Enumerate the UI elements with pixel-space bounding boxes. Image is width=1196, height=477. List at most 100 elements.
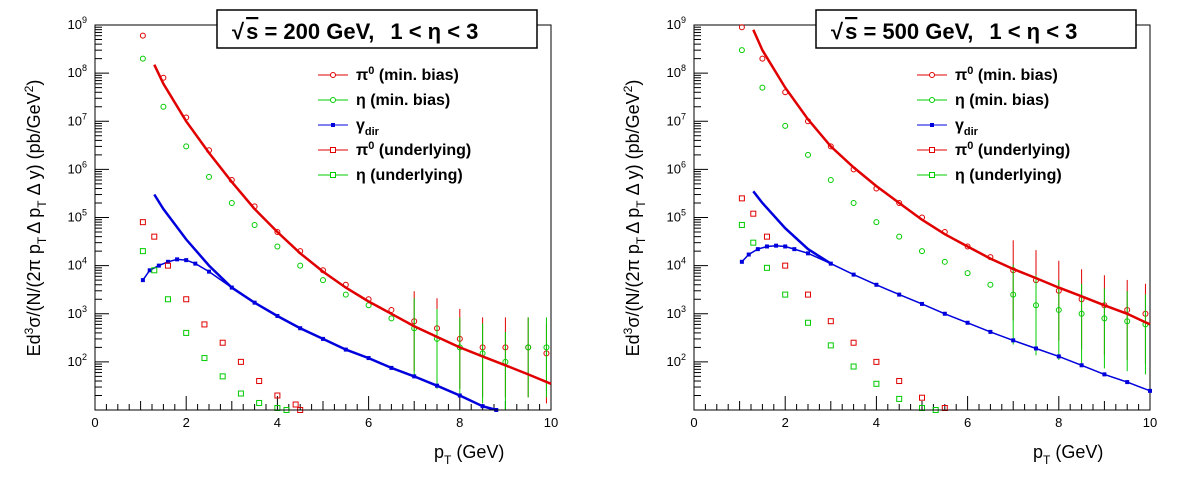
data-point bbox=[1101, 315, 1108, 322]
y-tick-label: 104 bbox=[68, 256, 87, 273]
data-point bbox=[792, 247, 797, 252]
data-point bbox=[874, 282, 879, 287]
x-axis-label: pT (GeV) bbox=[1033, 442, 1103, 467]
data-point bbox=[140, 278, 145, 283]
data-point bbox=[827, 177, 834, 184]
data-point bbox=[750, 210, 757, 217]
x-tick-label: 10 bbox=[1143, 415, 1157, 430]
data-point bbox=[139, 55, 146, 62]
data-point bbox=[782, 262, 789, 269]
legend-label: η (underlying) bbox=[955, 167, 1062, 184]
series-line bbox=[752, 190, 832, 265]
data-point bbox=[941, 258, 948, 265]
data-point bbox=[183, 143, 190, 150]
series-line bbox=[153, 64, 552, 385]
data-point bbox=[774, 243, 779, 248]
data-point bbox=[297, 262, 304, 269]
data-point bbox=[764, 244, 769, 249]
y-tick-label: 105 bbox=[68, 208, 87, 225]
data-point bbox=[827, 318, 834, 325]
data-point bbox=[292, 401, 299, 408]
data-point bbox=[873, 219, 880, 226]
legend-marker bbox=[330, 172, 336, 178]
data-point bbox=[1102, 372, 1107, 377]
legend-marker bbox=[330, 147, 336, 153]
title-text: √s = 200 GeV, 1 < η < 3 bbox=[232, 19, 478, 44]
data-point bbox=[896, 233, 903, 240]
y-tick-label: 109 bbox=[68, 15, 87, 32]
data-point bbox=[873, 358, 880, 365]
data-point bbox=[201, 355, 208, 362]
data-point bbox=[525, 344, 532, 351]
data-point bbox=[183, 296, 190, 303]
y-tick-label: 103 bbox=[68, 304, 87, 321]
y-tick-label: 107 bbox=[667, 111, 686, 128]
data-point bbox=[342, 291, 349, 298]
data-point bbox=[183, 329, 190, 336]
data-point bbox=[965, 320, 970, 325]
legend-label: π0 (min. bias) bbox=[955, 65, 1058, 84]
legend-marker bbox=[929, 172, 935, 178]
data-point bbox=[738, 195, 745, 202]
data-point bbox=[388, 315, 395, 322]
data-point bbox=[755, 247, 760, 252]
legend-marker bbox=[330, 72, 336, 78]
y-tick-label: 102 bbox=[68, 352, 87, 369]
data-point bbox=[782, 291, 789, 298]
y-axis-label: Ed3σ/(N/(2π pTΔ pT Δ y) (pb/GeV2) bbox=[621, 80, 648, 357]
data-point bbox=[139, 248, 146, 255]
data-point bbox=[228, 200, 235, 207]
legend-label: η (min. bias) bbox=[356, 92, 450, 109]
data-point bbox=[160, 103, 167, 110]
data-point bbox=[919, 248, 925, 255]
data-point bbox=[320, 277, 326, 284]
legend-marker bbox=[930, 123, 934, 127]
title-box: √s = 200 GeV, 1 < η < 3 bbox=[216, 9, 538, 49]
data-point bbox=[873, 380, 880, 387]
data-point bbox=[806, 251, 810, 256]
data-point bbox=[919, 394, 925, 401]
data-point bbox=[805, 291, 811, 298]
legend-label: γdir bbox=[955, 117, 979, 138]
data-point bbox=[763, 233, 770, 240]
data-point bbox=[147, 268, 152, 273]
data-point bbox=[219, 339, 226, 346]
y-tick-label: 106 bbox=[667, 159, 686, 176]
data-point bbox=[827, 342, 834, 349]
x-axis-ticks: 0 2 4 6 8 10 bbox=[91, 396, 558, 430]
data-point bbox=[987, 281, 994, 288]
data-point bbox=[750, 239, 757, 246]
legend: π0 (min. bias) η (min. bias) γdir π0 (under… bbox=[318, 65, 471, 184]
data-point bbox=[941, 405, 948, 412]
data-point bbox=[1010, 291, 1017, 298]
y-tick-label: 104 bbox=[667, 256, 686, 273]
data-point bbox=[850, 339, 857, 346]
data-point bbox=[738, 221, 745, 228]
data-point bbox=[164, 262, 171, 269]
x-tick-label: 2 bbox=[183, 415, 190, 430]
x-tick-label: 2 bbox=[782, 415, 789, 430]
title-text: √s = 500 GeV, 1 < η < 3 bbox=[831, 19, 1077, 44]
data-point bbox=[851, 272, 856, 277]
data-point bbox=[274, 228, 281, 235]
title-box: √s = 500 GeV, 1 < η < 3 bbox=[815, 9, 1137, 49]
data-point bbox=[274, 243, 281, 250]
legend-marker bbox=[929, 147, 935, 153]
data-point bbox=[942, 311, 947, 316]
data-point bbox=[759, 55, 766, 62]
y-tick-label: 106 bbox=[68, 159, 87, 176]
y-tick-label: 102 bbox=[667, 352, 686, 369]
data-point bbox=[274, 405, 281, 412]
y-tick-label: 108 bbox=[68, 63, 87, 80]
data-point bbox=[896, 395, 903, 402]
data-point bbox=[763, 264, 770, 271]
data-point bbox=[805, 151, 811, 158]
series-line bbox=[741, 244, 1151, 392]
data-point bbox=[964, 270, 971, 277]
legend: π0 (min. bias) η (min. bias) γdir π0 (under… bbox=[917, 65, 1070, 184]
data-point bbox=[1034, 346, 1038, 351]
data-point bbox=[850, 363, 857, 370]
legend-label: π0 (min. bias) bbox=[356, 65, 459, 84]
